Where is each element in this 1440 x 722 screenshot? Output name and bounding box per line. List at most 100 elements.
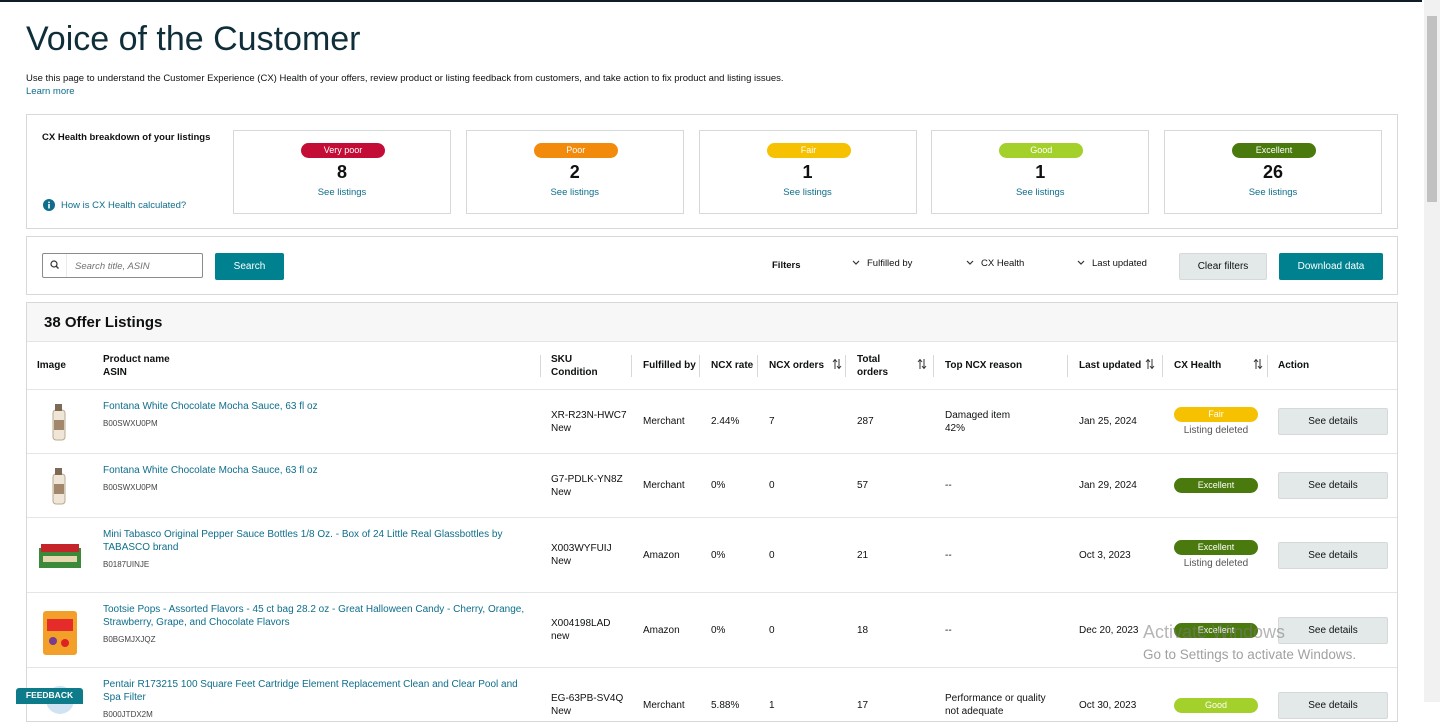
reason-cell: --: [945, 518, 1065, 592]
product-name-link[interactable]: Mini Tabasco Original Pepper Sauce Bottl…: [103, 528, 533, 554]
ncx-reason: --: [945, 624, 1065, 637]
column-divider: [1267, 355, 1268, 377]
filter-dropdown[interactable]: CX Health: [966, 258, 1024, 272]
health-badge: Fair: [767, 143, 851, 158]
total-orders: 21: [857, 518, 868, 592]
sku: X003WYFUIJ: [551, 542, 629, 555]
condition: New: [551, 555, 629, 568]
health-card: Excellent 26 See listings: [1164, 130, 1382, 214]
column-divider: [757, 355, 758, 377]
search-field[interactable]: Search title, ASIN: [42, 253, 203, 278]
product-name-link[interactable]: Tootsie Pops - Assorted Flavors - 45 ct …: [103, 603, 533, 629]
column-header: Total orders: [857, 343, 917, 388]
top-bar: [0, 0, 1422, 2]
see-details-button[interactable]: See details: [1278, 692, 1388, 719]
product-name-link[interactable]: Fontana White Chocolate Mocha Sauce, 63 …: [103, 464, 533, 477]
health-badge: Excellent: [1232, 143, 1316, 158]
sort-icon[interactable]: [917, 358, 927, 370]
scrollbar[interactable]: [1424, 0, 1440, 702]
ncx-rate: 0%: [711, 593, 725, 667]
ncx-orders: 0: [769, 593, 775, 667]
see-listings-link[interactable]: See listings: [467, 187, 683, 198]
last-updated: Jan 25, 2024: [1079, 390, 1137, 453]
action-cell: See details: [1278, 390, 1388, 453]
product-image: [37, 460, 83, 512]
sku: X004198LAD: [551, 617, 629, 630]
filter-dropdown[interactable]: Last updated: [1077, 258, 1147, 272]
table-row: Mini Tabasco Original Pepper Sauce Bottl…: [27, 517, 1397, 592]
see-listings-link[interactable]: See listings: [1165, 187, 1381, 198]
product-cell: Fontana White Chocolate Mocha Sauce, 63 …: [103, 454, 533, 517]
ncx-reason: --: [945, 549, 1065, 562]
product-image: [37, 605, 83, 657]
condition: new: [551, 630, 629, 643]
ncx-reason-share: not adequate: [945, 705, 1065, 718]
see-details-button[interactable]: See details: [1278, 617, 1388, 644]
last-updated: Dec 20, 2023: [1079, 593, 1139, 667]
filter-dropdown[interactable]: Fulfilled by: [852, 258, 912, 272]
column-header-label: ASIN: [103, 366, 533, 379]
reason-cell: --: [945, 593, 1065, 667]
scroll-thumb[interactable]: [1427, 16, 1437, 202]
sku: G7-PDLK-YN8Z: [551, 473, 629, 486]
total-orders: 18: [857, 593, 868, 667]
filters-label: Filters: [772, 260, 801, 271]
column-header: CX Health: [1174, 343, 1264, 388]
health-count: 2: [467, 162, 683, 183]
search-button[interactable]: Search: [215, 253, 284, 280]
asin: B000JTDX2M: [103, 708, 533, 721]
table-heading-bar: 38 Offer Listings: [27, 303, 1398, 342]
condition: New: [551, 486, 629, 499]
filter-label: CX Health: [981, 258, 1024, 269]
filter-label: Last updated: [1092, 258, 1147, 269]
sort-icon[interactable]: [832, 358, 842, 370]
column-header-label: CX Health: [1174, 359, 1264, 372]
health-badge: Excellent: [1174, 478, 1258, 493]
product-cell: Pentair R173215 100 Square Feet Cartridg…: [103, 668, 533, 722]
asin: B0187UINJE: [103, 558, 533, 571]
see-listings-link[interactable]: See listings: [234, 187, 450, 198]
how-calculated-link[interactable]: How is CX Health calculated?: [61, 200, 186, 211]
total-orders: 287: [857, 390, 874, 453]
see-listings-link[interactable]: See listings: [932, 187, 1148, 198]
product-name-link[interactable]: Fontana White Chocolate Mocha Sauce, 63 …: [103, 400, 533, 413]
see-details-button[interactable]: See details: [1278, 408, 1388, 435]
product-name-link[interactable]: Pentair R173215 100 Square Feet Cartridg…: [103, 678, 533, 704]
chevron: [966, 260, 974, 266]
health-badge: Fair: [1174, 407, 1258, 422]
sort-icon[interactable]: [1145, 358, 1155, 370]
description: Use this page to understand the Customer…: [26, 73, 784, 84]
clear-filters-button[interactable]: Clear filters: [1179, 253, 1267, 280]
health-badge: Very poor: [301, 143, 385, 158]
toolbar: Search title, ASIN Search Filters Clear …: [26, 236, 1398, 295]
see-listings-link[interactable]: See listings: [700, 187, 916, 198]
health-card: Very poor 8 See listings: [233, 130, 451, 214]
column-header-label: Total orders: [857, 353, 897, 379]
see-details-button[interactable]: See details: [1278, 472, 1388, 499]
download-button[interactable]: Download data: [1279, 253, 1383, 280]
sku: XR-R23N-HWC7: [551, 409, 629, 422]
health-count: 26: [1165, 162, 1381, 183]
column-divider: [845, 355, 846, 377]
asin: B0BGMJXJQZ: [103, 633, 533, 646]
column-divider: [699, 355, 700, 377]
see-details-button[interactable]: See details: [1278, 542, 1388, 569]
ncx-orders: 1: [769, 668, 775, 722]
asin: B00SWXU0PM: [103, 417, 533, 430]
ncx-orders: 0: [769, 518, 775, 592]
search-icon: [43, 254, 67, 277]
fulfilled-by: Merchant: [643, 390, 685, 453]
health-count: 8: [234, 162, 450, 183]
sort-icon[interactable]: [1253, 358, 1263, 370]
column-header-label: Condition: [551, 366, 631, 379]
fulfilled-by: Amazon: [643, 518, 680, 592]
ncx-reason-share: 42%: [945, 422, 1065, 435]
learn-more-link[interactable]: Learn more: [26, 86, 75, 97]
ncx-rate: 0%: [711, 518, 725, 592]
